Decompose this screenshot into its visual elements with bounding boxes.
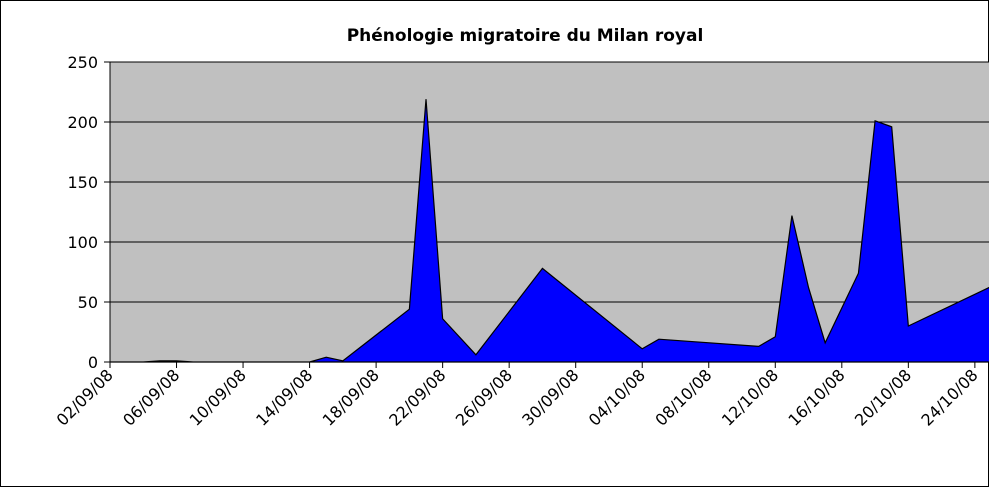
y-tick-label: 50 — [78, 293, 98, 312]
y-tick-label: 0 — [88, 353, 98, 372]
y-tick-label: 200 — [67, 113, 98, 132]
y-tick-label: 150 — [67, 173, 98, 192]
y-tick-label: 250 — [67, 53, 98, 72]
chart-title: Phénologie migratoire du Milan royal — [347, 26, 704, 46]
y-tick-label: 100 — [67, 233, 98, 252]
